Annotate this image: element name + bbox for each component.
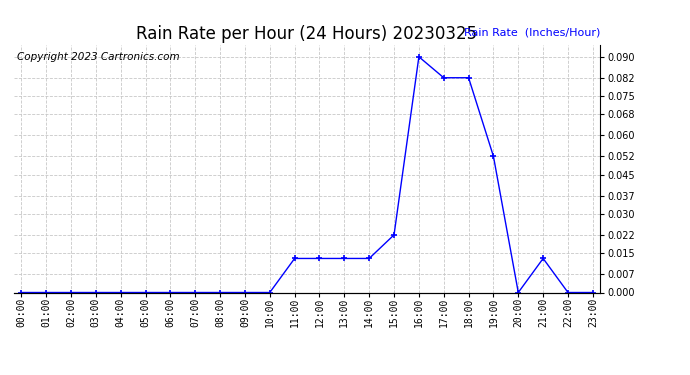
Text: Copyright 2023 Cartronics.com: Copyright 2023 Cartronics.com: [17, 53, 179, 62]
Title: Rain Rate per Hour (24 Hours) 20230325: Rain Rate per Hour (24 Hours) 20230325: [137, 26, 477, 44]
Text: Rain Rate  (Inches/Hour): Rain Rate (Inches/Hour): [464, 28, 600, 38]
